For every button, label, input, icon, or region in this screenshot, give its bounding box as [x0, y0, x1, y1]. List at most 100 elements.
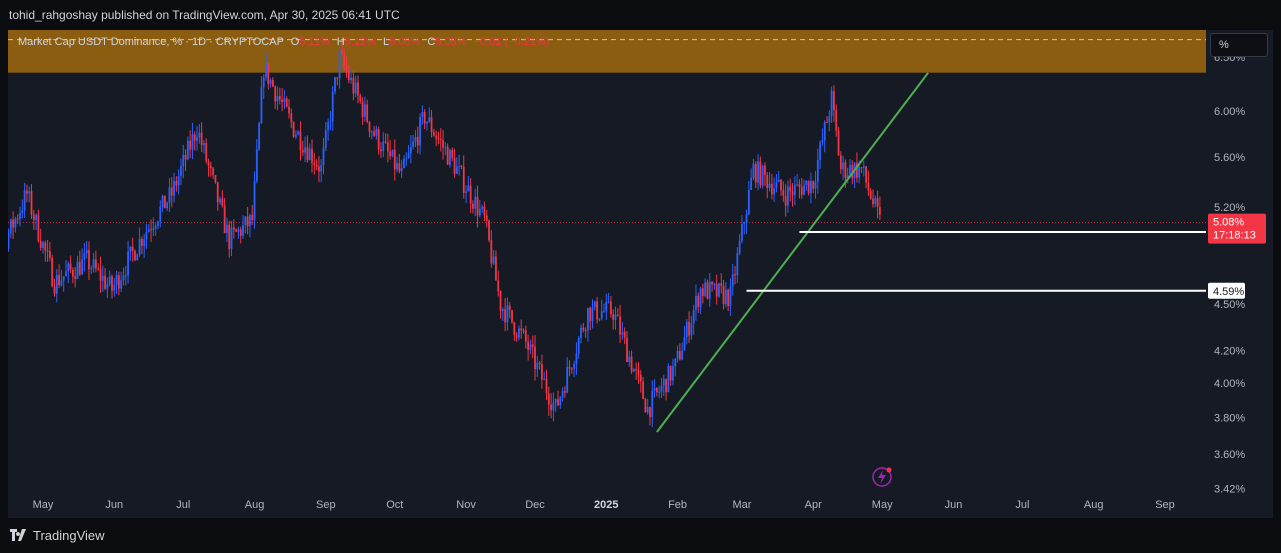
candle-body — [94, 259, 97, 269]
candle-body — [435, 135, 438, 139]
symbol-legend: Market Cap USDT Dominance, % · 1D · CRYP… — [18, 36, 549, 48]
candle-body — [368, 121, 371, 132]
x-tick-label: Dec — [525, 499, 545, 511]
candle-body — [412, 141, 415, 147]
candle-body — [357, 82, 359, 96]
candle-body — [621, 331, 624, 335]
candle-body — [35, 214, 38, 221]
candle-body — [207, 161, 210, 166]
candle-body — [644, 398, 647, 413]
candle-body — [665, 378, 667, 393]
candle-body — [524, 330, 527, 342]
tradingview-brand[interactable]: TradingView — [33, 528, 105, 543]
candle-body — [775, 182, 778, 189]
candle-body — [65, 271, 67, 277]
candle-body — [145, 231, 148, 240]
candle-body — [635, 369, 638, 371]
footer-bar: TradingView — [0, 518, 1281, 553]
candle-body — [55, 274, 58, 294]
candle-body — [796, 184, 799, 186]
candle-body — [869, 190, 872, 199]
candle-body — [382, 141, 385, 152]
candle-body — [350, 77, 352, 81]
candle-body — [311, 148, 313, 164]
candle-body — [501, 309, 504, 311]
candle-body — [242, 224, 244, 236]
x-tick-label: Jun — [945, 499, 963, 511]
y-tick-label: 6.00% — [1214, 106, 1245, 118]
candle-body — [58, 274, 60, 286]
candle-body — [504, 309, 507, 323]
candle-body — [573, 364, 576, 369]
candle-body — [12, 219, 15, 228]
candle-body — [662, 378, 665, 386]
price-axis: 6.50%6.00%5.60%5.20%4.50%4.20%4.00%3.80%… — [1208, 52, 1266, 495]
candle-body — [867, 182, 870, 191]
tradingview-logo-icon[interactable] — [10, 529, 30, 544]
candle-body — [409, 146, 412, 154]
candle-body — [212, 168, 215, 176]
candle-body — [628, 356, 631, 363]
price-chart[interactable]: 6.50%6.00%5.60%5.20%4.50%4.20%4.00%3.80%… — [8, 30, 1273, 518]
unit-button[interactable]: % — [1210, 33, 1268, 57]
candle-body — [81, 259, 83, 275]
candle-body — [315, 164, 318, 167]
candle-body — [92, 259, 95, 269]
x-tick-label: Nov — [456, 499, 476, 511]
candle-body — [324, 130, 327, 148]
candle-body — [798, 184, 801, 187]
candle-body — [672, 366, 674, 381]
x-tick-label: Jun — [105, 499, 123, 511]
candle-body — [161, 195, 164, 208]
candle-body — [520, 328, 523, 331]
symbol-name: Market Cap USDT Dominance, % · 1D · CRYP… — [18, 36, 284, 48]
candle-body — [876, 198, 879, 208]
candle-body — [232, 227, 235, 230]
candle-body — [104, 275, 106, 289]
candle-body — [734, 274, 736, 276]
chart-pane[interactable]: 6.50% 6.00% 5.60% 5.20% 4.50% 4.20% 4.00% 3.80%… — [8, 30, 1273, 518]
x-tick-label: Jul — [176, 499, 190, 511]
resistance-zone — [8, 30, 1206, 73]
candle-body — [391, 149, 394, 157]
change-value: −0.01 (−0.21%) — [473, 36, 550, 48]
candle-body — [393, 149, 396, 170]
candle-body — [444, 146, 447, 148]
candle-body — [292, 122, 295, 137]
y-tick-label: 5.20% — [1214, 202, 1245, 214]
candle-body — [115, 275, 118, 285]
candle-body — [743, 223, 746, 225]
candle-body — [347, 71, 350, 81]
candle-body — [759, 161, 762, 186]
lightning-icon[interactable] — [872, 467, 892, 487]
low-label: L — [383, 36, 390, 48]
candle-body — [547, 393, 550, 405]
candle-body — [228, 224, 231, 249]
candle-body — [117, 275, 120, 289]
candle-body — [403, 158, 405, 169]
candle-body — [267, 63, 270, 84]
candle-body — [816, 160, 819, 182]
candle-body — [807, 180, 810, 194]
candle-body — [706, 282, 709, 299]
candle-body — [488, 220, 490, 241]
candle-body — [812, 181, 815, 189]
candle-body — [377, 129, 380, 150]
high-value: 5.12% — [344, 36, 376, 48]
candle-body — [430, 117, 433, 133]
candle-body — [738, 240, 741, 254]
candle-body — [48, 251, 51, 258]
candle-body — [9, 219, 12, 234]
candle-body — [147, 229, 150, 232]
candle-body — [244, 216, 247, 225]
x-tick-label: Aug — [245, 499, 265, 511]
candle-body — [407, 153, 410, 159]
candle-body — [819, 142, 822, 161]
x-tick-label: Sep — [1155, 499, 1175, 511]
candle-body — [416, 136, 419, 146]
candle-body — [476, 196, 479, 216]
candle-body — [543, 378, 546, 380]
candle-body — [336, 77, 339, 79]
candle-body — [773, 188, 776, 195]
candle-body — [219, 198, 221, 203]
